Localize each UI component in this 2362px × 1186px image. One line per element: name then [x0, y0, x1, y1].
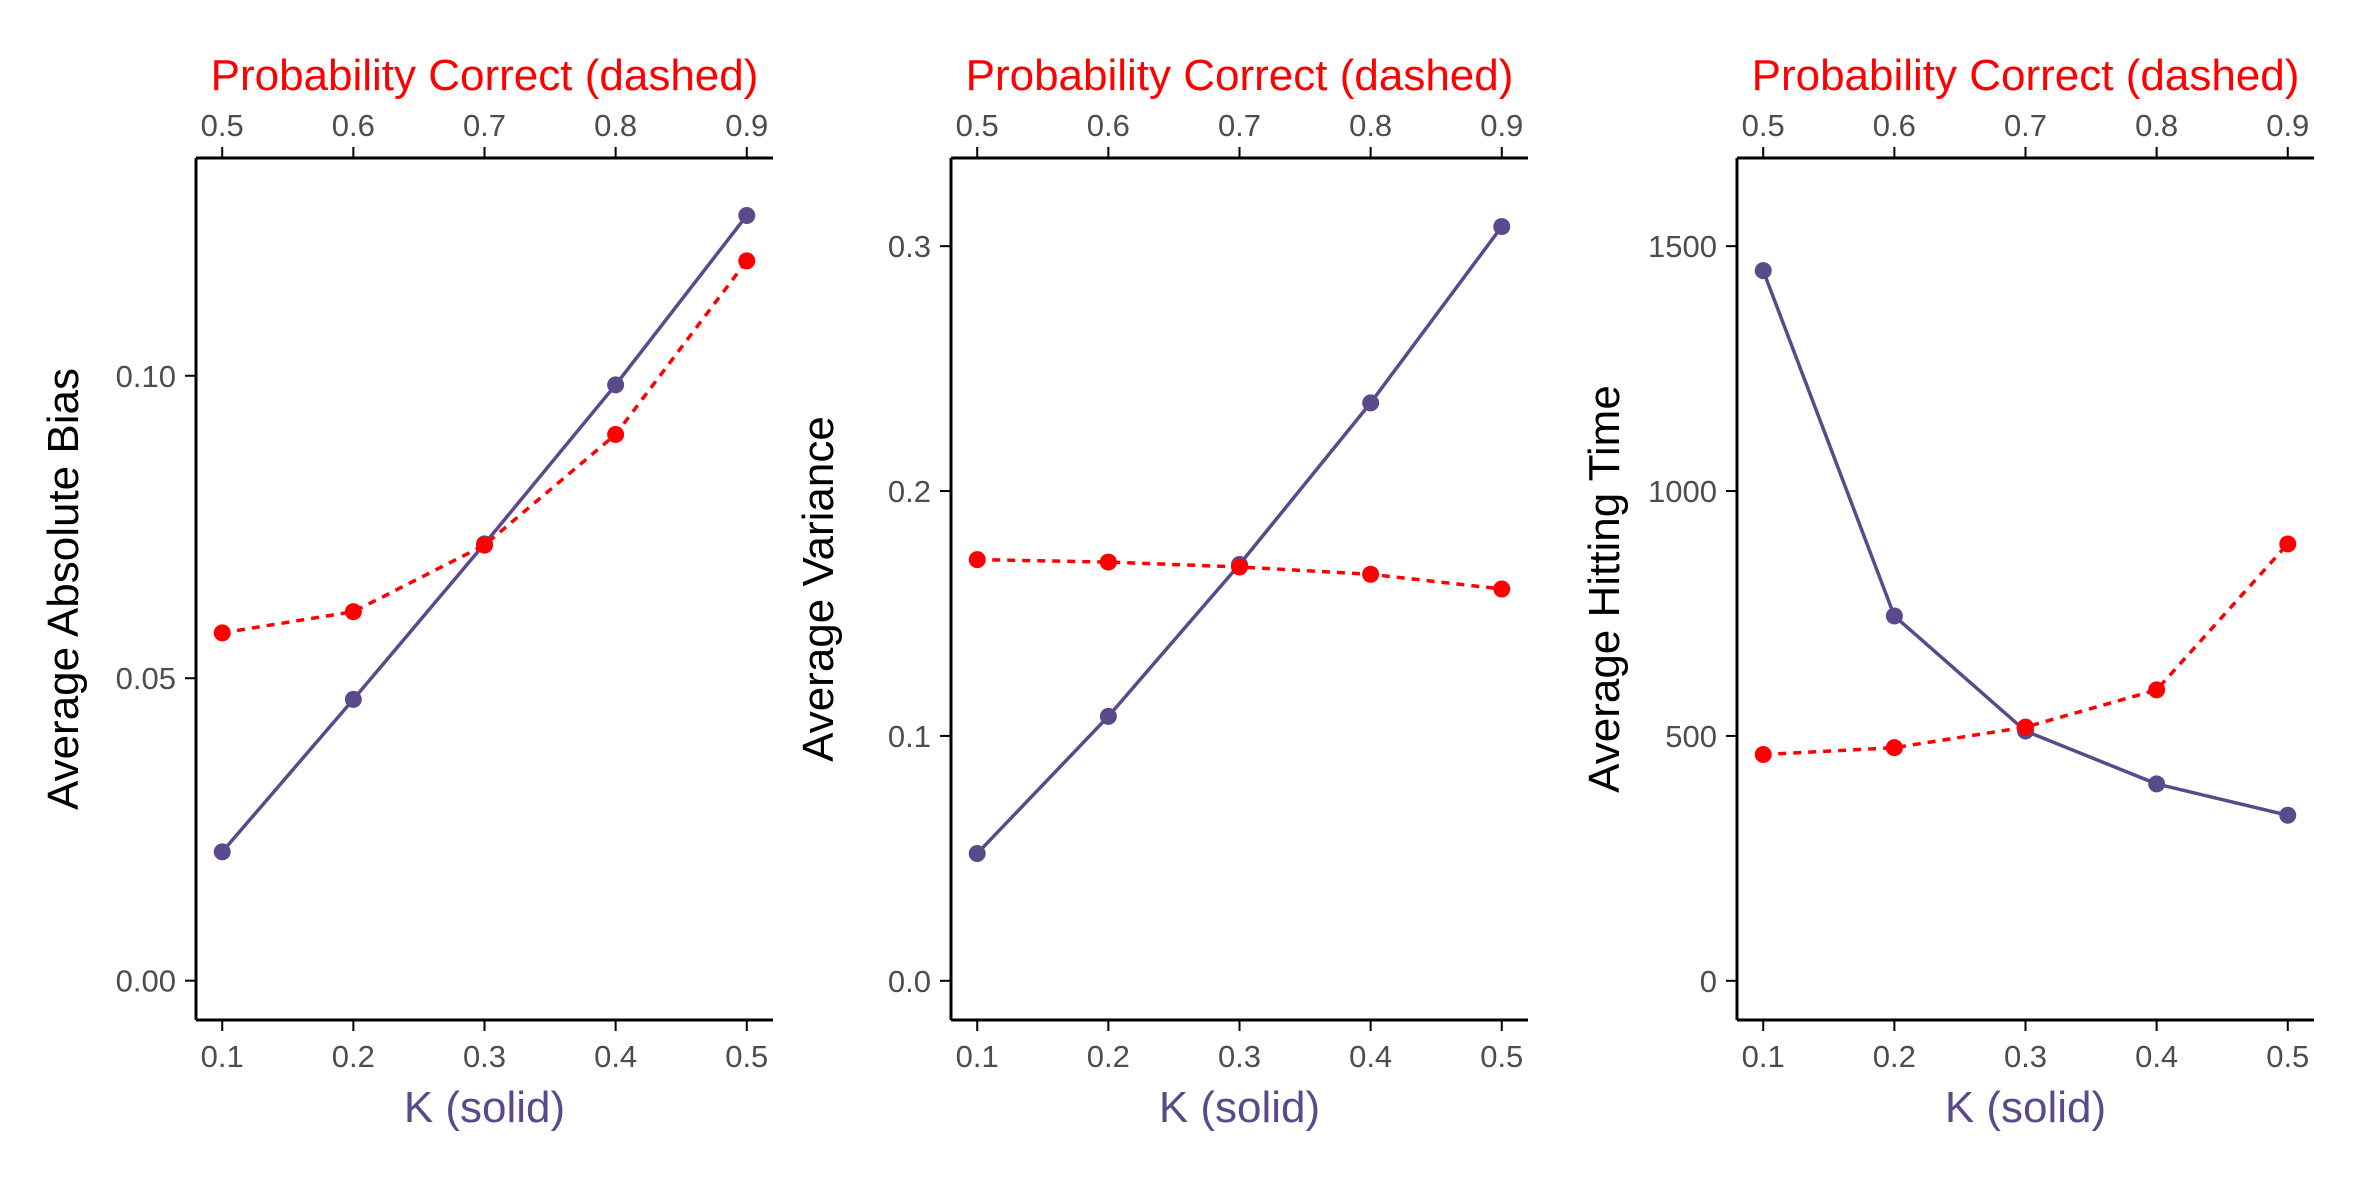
data-point-dashed [1231, 558, 1248, 576]
y-tick-label: 0.0 [888, 964, 931, 999]
panel-2: 0.1 0.2 0.3 0.4 0.5 0.5 0.6 0.7 0.8 0.9 0.0 0.1 0.2 0… [794, 51, 1528, 1132]
x-tick-label: 0.3 [2004, 1039, 2047, 1074]
data-point-dashed [1754, 746, 1772, 764]
x2-tick-label: 0.8 [1349, 108, 1392, 143]
data-point-dashed [1885, 739, 1903, 757]
data-point-dashed [738, 252, 756, 270]
x2-tick-label: 0.7 [2004, 108, 2047, 143]
data-point-solid [1754, 262, 1772, 280]
x2-tick-label: 0.9 [725, 108, 768, 143]
data-point-dashed [2279, 535, 2297, 553]
data-point-solid [2279, 806, 2297, 824]
x-tick-label: 0.4 [1349, 1039, 1392, 1074]
y-tick-label: 0.1 [888, 719, 931, 754]
series-line-solid [975, 225, 1504, 855]
x-tick-label: 0.5 [1480, 1039, 1523, 1074]
x2-tick-label: 0.7 [463, 108, 506, 143]
x-tick-label: 0.1 [956, 1039, 999, 1074]
data-point-dashed [1099, 553, 1117, 571]
x-tick-label: 0.4 [2135, 1039, 2178, 1074]
x-tick-label: 0.1 [201, 1039, 244, 1074]
y-tick-label: 1500 [1648, 229, 1717, 264]
y-tick-label: 1000 [1648, 474, 1717, 509]
x2-axis-title: Probability Correct (dashed) [211, 51, 759, 100]
x2-axis-title: Probability Correct (dashed) [966, 51, 1514, 100]
y-tick-label: 500 [1665, 719, 1717, 754]
y-axis-title: Average Variance [794, 416, 843, 762]
data-point-dashed [2148, 681, 2166, 699]
x-tick-label: 0.5 [2266, 1039, 2309, 1074]
x-tick-label: 0.2 [1087, 1039, 1130, 1074]
x2-tick-label: 0.5 [201, 108, 244, 143]
data-point-dashed [344, 603, 362, 621]
x2-tick-label: 0.8 [2135, 108, 2178, 143]
panel-3: 0.1 0.2 0.3 0.4 0.5 0.5 0.6 0.7 0.8 0.9 0 500 1000 15… [1580, 51, 2314, 1132]
x-axis-title: K (solid) [1945, 1083, 2106, 1132]
series-line-solid [220, 214, 749, 853]
data-point-dashed [2017, 718, 2034, 736]
data-point-solid [1099, 707, 1117, 725]
x2-tick-label: 0.8 [594, 108, 637, 143]
series-line-dashed [1763, 542, 2290, 757]
data-point-solid [1493, 218, 1511, 236]
x2-tick-label: 0.5 [956, 108, 999, 143]
data-point-solid [738, 206, 756, 224]
y-tick-label: 0.00 [116, 964, 176, 999]
x2-tick-label: 0.5 [1742, 108, 1785, 143]
data-point-dashed [1362, 565, 1380, 583]
x2-tick-label: 0.6 [1873, 108, 1916, 143]
data-point-solid [607, 376, 625, 394]
data-point-dashed [968, 551, 986, 569]
y-tick-label: 0 [1700, 964, 1717, 999]
data-point-solid [1362, 394, 1380, 412]
x-tick-label: 0.5 [725, 1039, 768, 1074]
x-tick-label: 0.4 [594, 1039, 637, 1074]
x2-tick-label: 0.6 [332, 108, 375, 143]
data-point-dashed [476, 536, 493, 554]
y-axis-title: Average Absolute Bias [39, 368, 88, 810]
x2-tick-label: 0.9 [1480, 108, 1523, 143]
data-point-dashed [1493, 580, 1511, 598]
data-point-dashed [213, 624, 231, 642]
x-axis-title: K (solid) [404, 1083, 565, 1132]
y-tick-label: 0.2 [888, 474, 931, 509]
y-tick-label: 0.05 [116, 661, 176, 696]
x2-axis-title: Probability Correct (dashed) [1752, 51, 2300, 100]
data-point-solid [2148, 775, 2166, 793]
data-point-solid [213, 843, 231, 861]
x-tick-label: 0.1 [1742, 1039, 1785, 1074]
x2-tick-label: 0.7 [1218, 108, 1261, 143]
x-tick-label: 0.2 [1873, 1039, 1916, 1074]
x-axis-title: K (solid) [1159, 1083, 1320, 1132]
x2-tick-label: 0.9 [2266, 108, 2309, 143]
y-axis-title: Average Hitting Time [1580, 385, 1629, 793]
x-tick-label: 0.3 [1218, 1039, 1261, 1074]
x-tick-label: 0.2 [332, 1039, 375, 1074]
data-point-solid [1885, 607, 1903, 625]
x2-tick-label: 0.6 [1087, 108, 1130, 143]
data-point-solid [968, 844, 986, 862]
panel-1: 0.1 0.2 0.3 0.4 0.5 0.5 0.6 0.7 0.8 0.9 0.00 0.05 0.… [39, 51, 773, 1132]
y-tick-label: 0.10 [116, 359, 176, 394]
y-tick-label: 0.3 [888, 229, 931, 264]
data-point-solid [344, 690, 362, 708]
x-tick-label: 0.3 [463, 1039, 506, 1074]
data-point-dashed [607, 425, 625, 443]
